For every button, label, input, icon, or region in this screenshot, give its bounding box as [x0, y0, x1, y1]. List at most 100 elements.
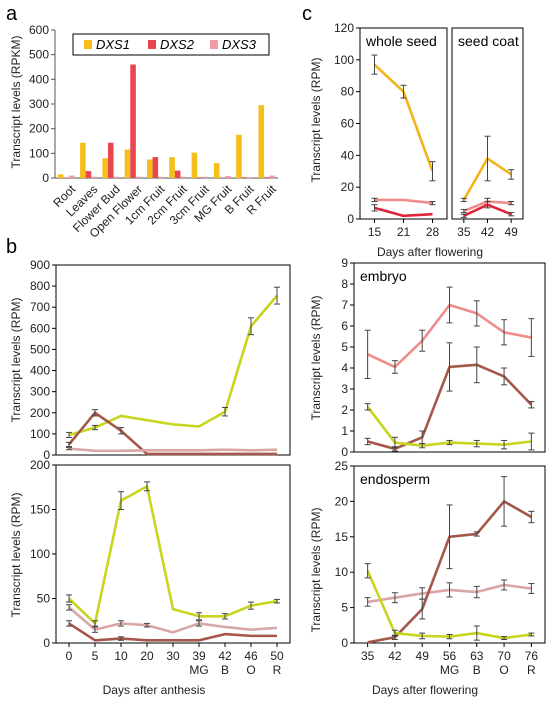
bar-dxs2 — [174, 170, 181, 178]
x-tick-sublabel: B — [221, 663, 229, 677]
y-tick-label: 6 — [341, 319, 348, 333]
panel-label-a: a — [6, 3, 18, 25]
x-tick-label: 21 — [397, 225, 411, 239]
series-line — [68, 606, 278, 634]
series-line — [68, 294, 278, 437]
y-axis-label: Transcript levels (RPM) — [309, 508, 323, 633]
x-tick-label: 35 — [361, 649, 375, 663]
bar-dxs1 — [57, 174, 64, 178]
y-tick-label: 0 — [341, 445, 348, 459]
bar-dxs1 — [80, 142, 86, 178]
legend-entry: DXS3 — [222, 37, 257, 52]
series-line — [68, 622, 277, 642]
y-tick-label: 900 — [30, 258, 50, 272]
series-line — [68, 447, 278, 453]
bar-dxs2 — [130, 64, 136, 178]
plot-frame — [451, 27, 524, 220]
x-tick-label: 42 — [388, 649, 402, 663]
chart-title: seed coat — [458, 33, 519, 49]
legend-entry: DXS1 — [96, 37, 130, 52]
line-chart-seed-coat: Days after flowering 35 42 49 seed coat — [377, 27, 524, 259]
y-tick-label: 120 — [334, 21, 354, 35]
y-tick-label: 60 — [341, 117, 355, 131]
x-axis-label: Days after anthesis — [103, 683, 206, 697]
bar-dxs3 — [135, 176, 142, 178]
series-line — [373, 63, 434, 172]
x-tick-sublabel: MG — [440, 663, 459, 677]
y-tick-label: 4 — [341, 361, 348, 375]
chart-title: whole seed — [365, 33, 437, 49]
bar-dxs3 — [180, 176, 187, 178]
plot-frame — [55, 264, 291, 456]
y-tick-label: 200 — [30, 458, 50, 472]
y-tick-label: 100 — [334, 53, 354, 67]
x-tick-label: 49 — [416, 649, 430, 663]
x-tick-label: 49 — [504, 225, 518, 239]
bar-dxs3 — [113, 176, 120, 178]
y-tick-label: 3 — [341, 382, 348, 396]
bar-dxs1 — [102, 158, 108, 178]
series-line — [366, 570, 532, 640]
x-tick-label: 70 — [497, 649, 511, 663]
series-line — [366, 406, 532, 448]
bar-dxs2 — [152, 157, 159, 178]
y-tick-label: 50 — [37, 592, 51, 606]
y-tick-label: 400 — [30, 364, 50, 378]
legend-swatch — [210, 40, 218, 49]
bar-dxs3 — [269, 175, 276, 178]
y-tick-label: 5 — [341, 340, 348, 354]
legend-entry: DXS2 — [160, 37, 195, 52]
panel-label-c: c — [302, 3, 312, 25]
y-tick-label: 100 — [30, 427, 50, 441]
line-chart-endosperm: Transcript levels (RPM) Days after flowe… — [309, 459, 546, 697]
x-tick-label: 39 — [192, 649, 206, 663]
bar-dxs3 — [91, 176, 97, 178]
series-line — [68, 485, 278, 625]
x-tick-label: 42 — [481, 225, 495, 239]
line-chart-b-top: 0 100 200 300 400 500 600 700 800 900 Transcript l… — [9, 258, 291, 462]
y-tick-label: 10 — [335, 565, 349, 579]
x-tick-sublabel: MG — [189, 663, 208, 677]
bar-dxs1 — [146, 159, 153, 178]
bar-dxs2 — [264, 177, 270, 178]
y-tick-label: 500 — [30, 342, 50, 356]
y-tick-label: 25 — [335, 459, 349, 473]
line-chart-b-bottom: Days after anthesis 0 50 100 150 200 0 5 10 20 30… — [9, 458, 291, 697]
y-tick-label: 200 — [30, 406, 50, 420]
y-axis-label: Transcript levels (RPM) — [9, 493, 23, 618]
y-tick-label: 0 — [341, 636, 348, 650]
y-tick-label: 0 — [347, 212, 354, 226]
plot-frame — [55, 464, 291, 644]
plot-frame — [353, 262, 546, 453]
y-tick-label: 200 — [29, 122, 49, 136]
x-tick-label: 56 — [443, 649, 457, 663]
y-tick-label: 100 — [29, 146, 49, 160]
series-line — [374, 206, 433, 218]
chart-title: endosperm — [360, 471, 430, 487]
bar-dxs1 — [169, 157, 175, 178]
y-axis-label: Transcript levels (RPKM) — [9, 36, 23, 169]
y-tick-label: 20 — [341, 180, 355, 194]
legend-swatch — [148, 40, 156, 49]
y-tick-label: 600 — [30, 321, 50, 335]
bar-dxs3 — [158, 176, 164, 178]
panel-label-b: b — [6, 236, 17, 258]
plot-frame — [359, 27, 448, 220]
y-axis-label: Transcript levels (RPM) — [309, 58, 323, 183]
x-tick-sublabel: R — [273, 663, 282, 677]
bar-dxs2 — [107, 142, 114, 178]
x-axis-label: Days after flowering — [377, 245, 483, 259]
y-tick-label: 80 — [341, 85, 355, 99]
bar-dxs3 — [202, 176, 209, 178]
y-tick-label: 150 — [30, 503, 50, 517]
y-tick-label: 7 — [341, 298, 348, 312]
chart-title: embryo — [360, 268, 407, 284]
legend-box — [72, 33, 270, 56]
y-tick-label: 0 — [42, 171, 49, 185]
bar-dxs2 — [197, 177, 203, 178]
y-tick-label: 0 — [43, 636, 50, 650]
bar-dxs1 — [191, 152, 198, 178]
y-tick-label: 9 — [341, 256, 348, 270]
x-tick-label: 42 — [218, 649, 232, 663]
line-chart-embryo: Transcript levels (RPM) 0 1 2 3 4 5 6 7 8 9 embryo — [309, 256, 546, 459]
